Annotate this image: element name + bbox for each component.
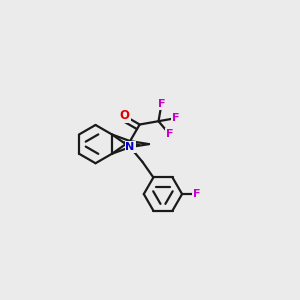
Text: O: O xyxy=(120,110,130,122)
Text: F: F xyxy=(166,129,173,140)
Text: F: F xyxy=(172,113,179,123)
Text: F: F xyxy=(158,99,165,109)
Text: N: N xyxy=(125,142,135,152)
Text: F: F xyxy=(193,189,200,199)
